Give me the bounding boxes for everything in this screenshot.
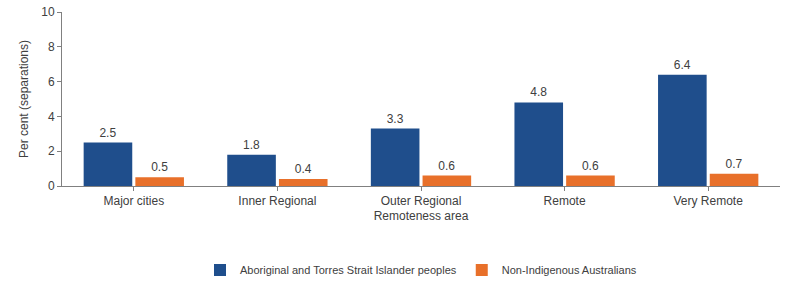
svg-text:Aboriginal and Torres Strait I: Aboriginal and Torres Strait Islander pe…	[240, 264, 457, 276]
svg-text:Very Remote: Very Remote	[674, 194, 744, 208]
svg-text:0.5: 0.5	[151, 160, 168, 174]
svg-text:10: 10	[41, 5, 55, 19]
svg-text:0.4: 0.4	[295, 162, 312, 176]
svg-text:0.7: 0.7	[726, 157, 743, 171]
svg-text:Inner Regional: Inner Regional	[238, 194, 316, 208]
svg-text:Per cent (separations): Per cent (separations)	[17, 40, 31, 158]
svg-text:0: 0	[48, 179, 55, 193]
svg-text:0.6: 0.6	[582, 159, 599, 173]
svg-text:3.3: 3.3	[387, 112, 404, 126]
svg-text:Remoteness area: Remoteness area	[374, 209, 469, 223]
svg-text:6.4: 6.4	[674, 58, 691, 72]
svg-text:4: 4	[48, 110, 55, 124]
svg-text:1.8: 1.8	[243, 138, 260, 152]
svg-text:2: 2	[48, 144, 55, 158]
svg-text:Outer Regional: Outer Regional	[381, 194, 462, 208]
svg-text:4.8: 4.8	[530, 85, 547, 99]
svg-text:6: 6	[48, 75, 55, 89]
svg-text:0.6: 0.6	[438, 159, 455, 173]
svg-text:Major cities: Major cities	[103, 194, 164, 208]
svg-text:Remote: Remote	[544, 194, 586, 208]
svg-text:2.5: 2.5	[99, 126, 116, 140]
svg-text:8: 8	[48, 40, 55, 54]
svg-text:Non-Indigenous Australians: Non-Indigenous Australians	[502, 264, 637, 276]
